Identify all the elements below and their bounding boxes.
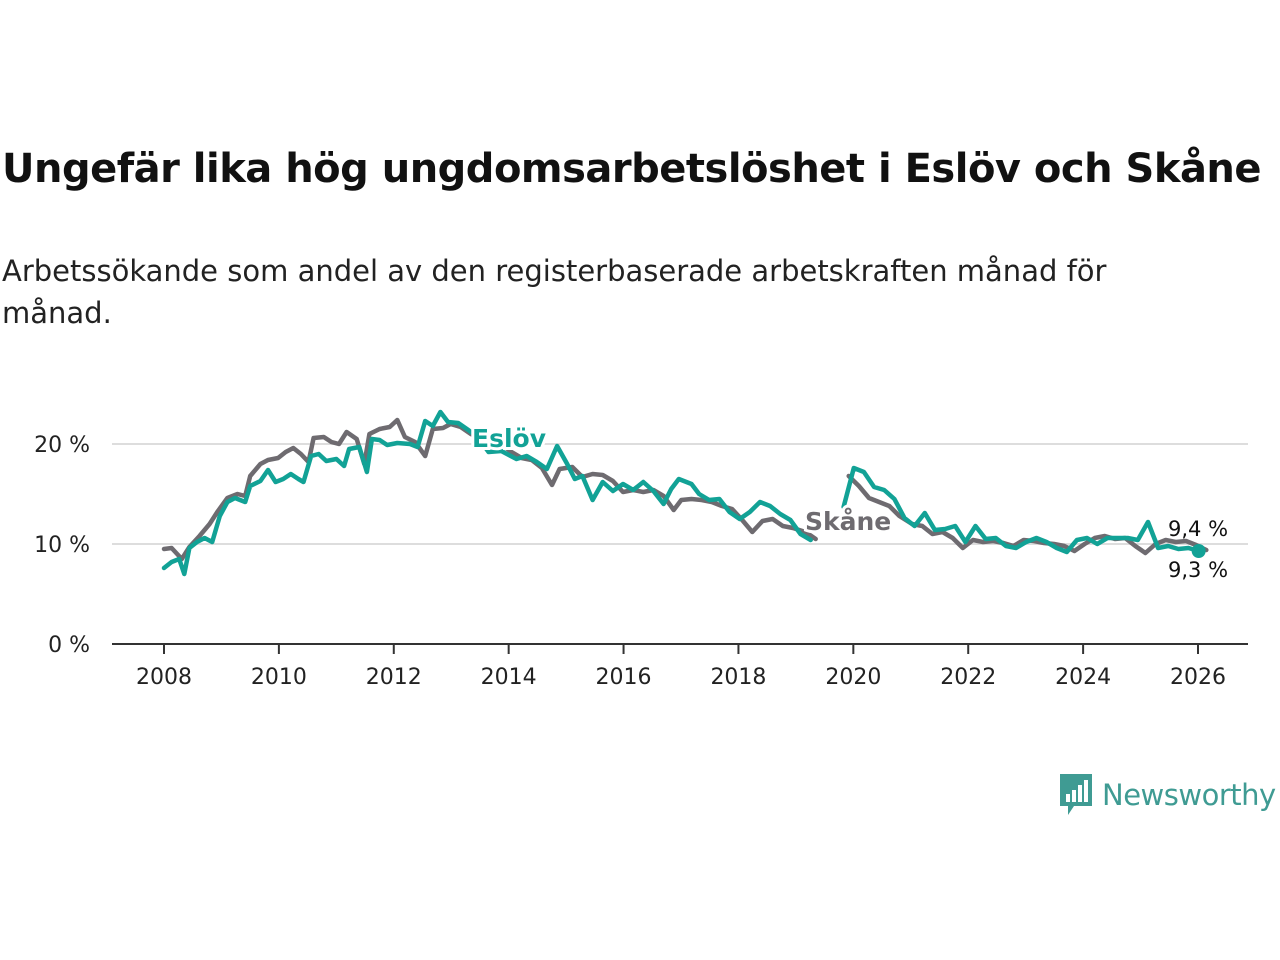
newsworthy-logo[interactable]: Newsworthy (1058, 772, 1276, 818)
x-tick-label: 2016 (596, 665, 652, 690)
x-tick-label: 2020 (825, 665, 881, 690)
x-tick-label: 2022 (940, 665, 996, 690)
x-tick-label: 2024 (1055, 665, 1111, 690)
y-tick-label: 10 % (34, 533, 90, 558)
series-line-eslov (841, 465, 1201, 555)
newsworthy-logo-icon (1060, 774, 1092, 815)
line-chart: 0 % 10 % 20 % 2008 2010 2012 2014 2016 2018 2020… (34, 409, 1248, 690)
series-lines (161, 409, 1209, 577)
y-tick-labels: 0 % 10 % 20 % (34, 433, 90, 658)
series-line-eslov (161, 409, 813, 577)
y-tick-label: 20 % (34, 433, 90, 458)
x-tick-label: 2012 (366, 665, 422, 690)
series-label-eslov: Eslöv (472, 424, 546, 453)
x-tick-label: 2010 (251, 665, 307, 690)
y-tick-label: 0 % (48, 633, 90, 658)
series-label-skane: Skåne (805, 507, 891, 536)
chart-title: Ungefär lika hög ungdomsarbetslöshet i E… (2, 146, 1262, 192)
y-gridlines (112, 443, 1248, 545)
x-tick-label: 2008 (136, 665, 192, 690)
brand-name: Newsworthy (1102, 778, 1276, 812)
chart-subtitle: Arbetssökande som andel av den registerb… (2, 254, 1107, 330)
end-label-eslov: 9,3 % (1168, 558, 1228, 582)
x-tick-label: 2026 (1170, 665, 1226, 690)
x-tick-label: 2018 (710, 665, 766, 690)
x-ticks: 2008 2010 2012 2014 2016 2018 2020 2022 2024 2026 (136, 644, 1226, 690)
end-label-skane: 9,4 % (1168, 517, 1228, 541)
x-tick-label: 2014 (481, 665, 537, 690)
end-point-marker (1191, 544, 1206, 558)
